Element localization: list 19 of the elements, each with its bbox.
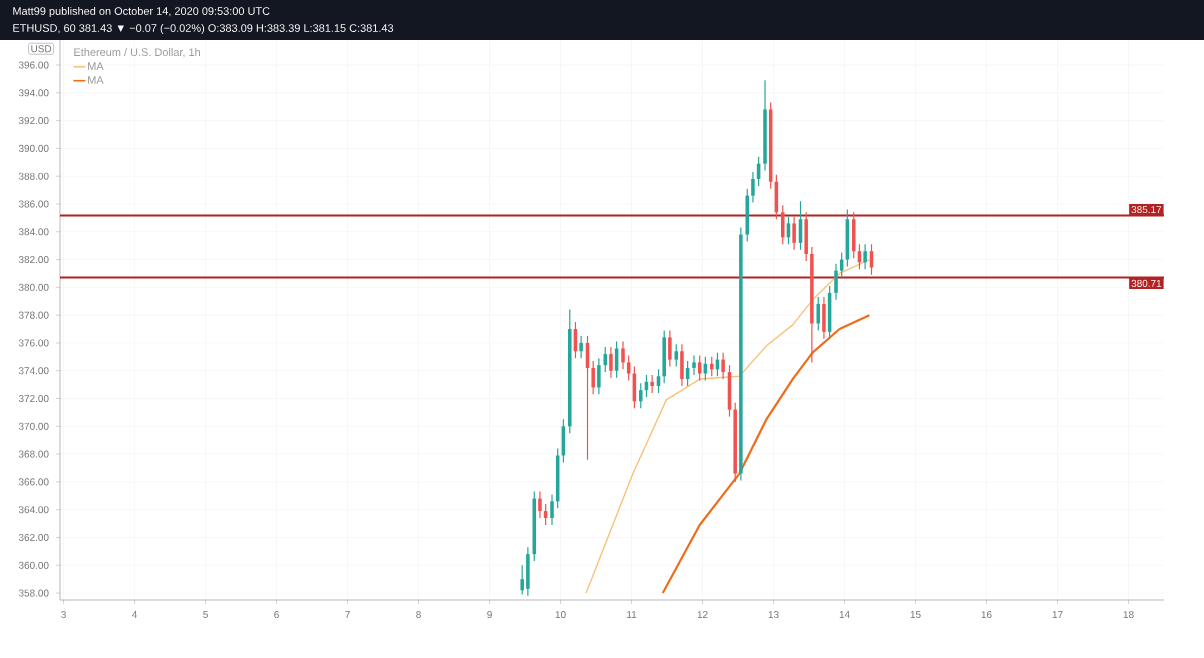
candlestick [792, 215, 796, 251]
candlestick [674, 343, 679, 368]
line-series [661, 314, 871, 595]
candlestick [538, 491, 542, 519]
candlestick [709, 356, 714, 377]
candlestick [816, 296, 821, 332]
candlestick [680, 343, 684, 387]
candlestick [863, 243, 867, 270]
candlestick [638, 382, 643, 409]
candlestick [822, 296, 826, 340]
candlestick [609, 346, 613, 379]
candlestick [650, 374, 654, 394]
candlestick [780, 204, 785, 245]
candlestick [697, 354, 702, 382]
candlestick [692, 354, 696, 376]
candlestick [597, 357, 601, 395]
candlestick [579, 335, 583, 359]
candlestick [668, 329, 672, 368]
candlestick [721, 352, 725, 380]
